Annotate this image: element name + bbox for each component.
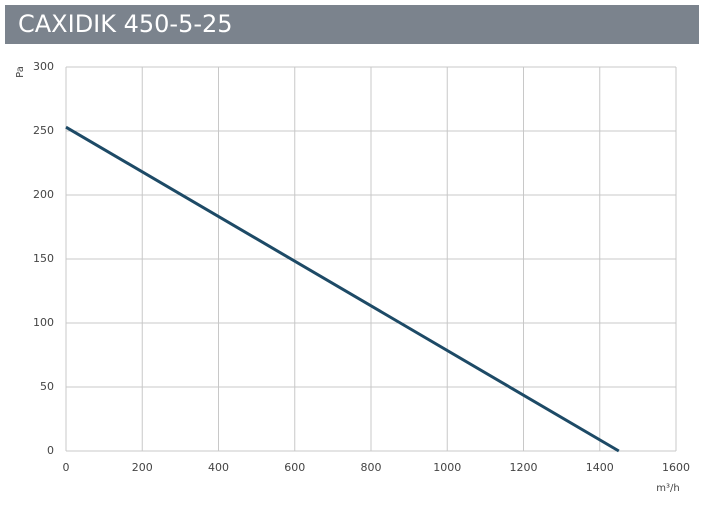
data-line [65, 125, 620, 453]
y-tick-label: 300 [33, 60, 54, 73]
x-tick-label: 600 [284, 461, 305, 474]
y-tick-label: 150 [33, 252, 54, 265]
x-tick-label: 200 [132, 461, 153, 474]
chart-title: CAXIDIK 450-5-25 [18, 10, 233, 38]
x-tick-label: 1400 [586, 461, 614, 474]
x-tick-label: 1200 [510, 461, 538, 474]
y-tick-label: 250 [33, 124, 54, 137]
title-bar [5, 5, 699, 44]
y-tick-label: 200 [33, 188, 54, 201]
x-tick-label: 1600 [662, 461, 690, 474]
x-tick-label: 0 [63, 461, 70, 474]
x-tick-label: 400 [208, 461, 229, 474]
x-tick-label: 800 [361, 461, 382, 474]
y-tick-label: 100 [33, 316, 54, 329]
y-tick-label: 50 [40, 380, 54, 393]
y-tick-label: 0 [47, 444, 54, 457]
y-axis-label: Pa [15, 66, 26, 78]
x-axis-label: m³/h [656, 483, 679, 494]
x-tick-label: 1000 [433, 461, 461, 474]
